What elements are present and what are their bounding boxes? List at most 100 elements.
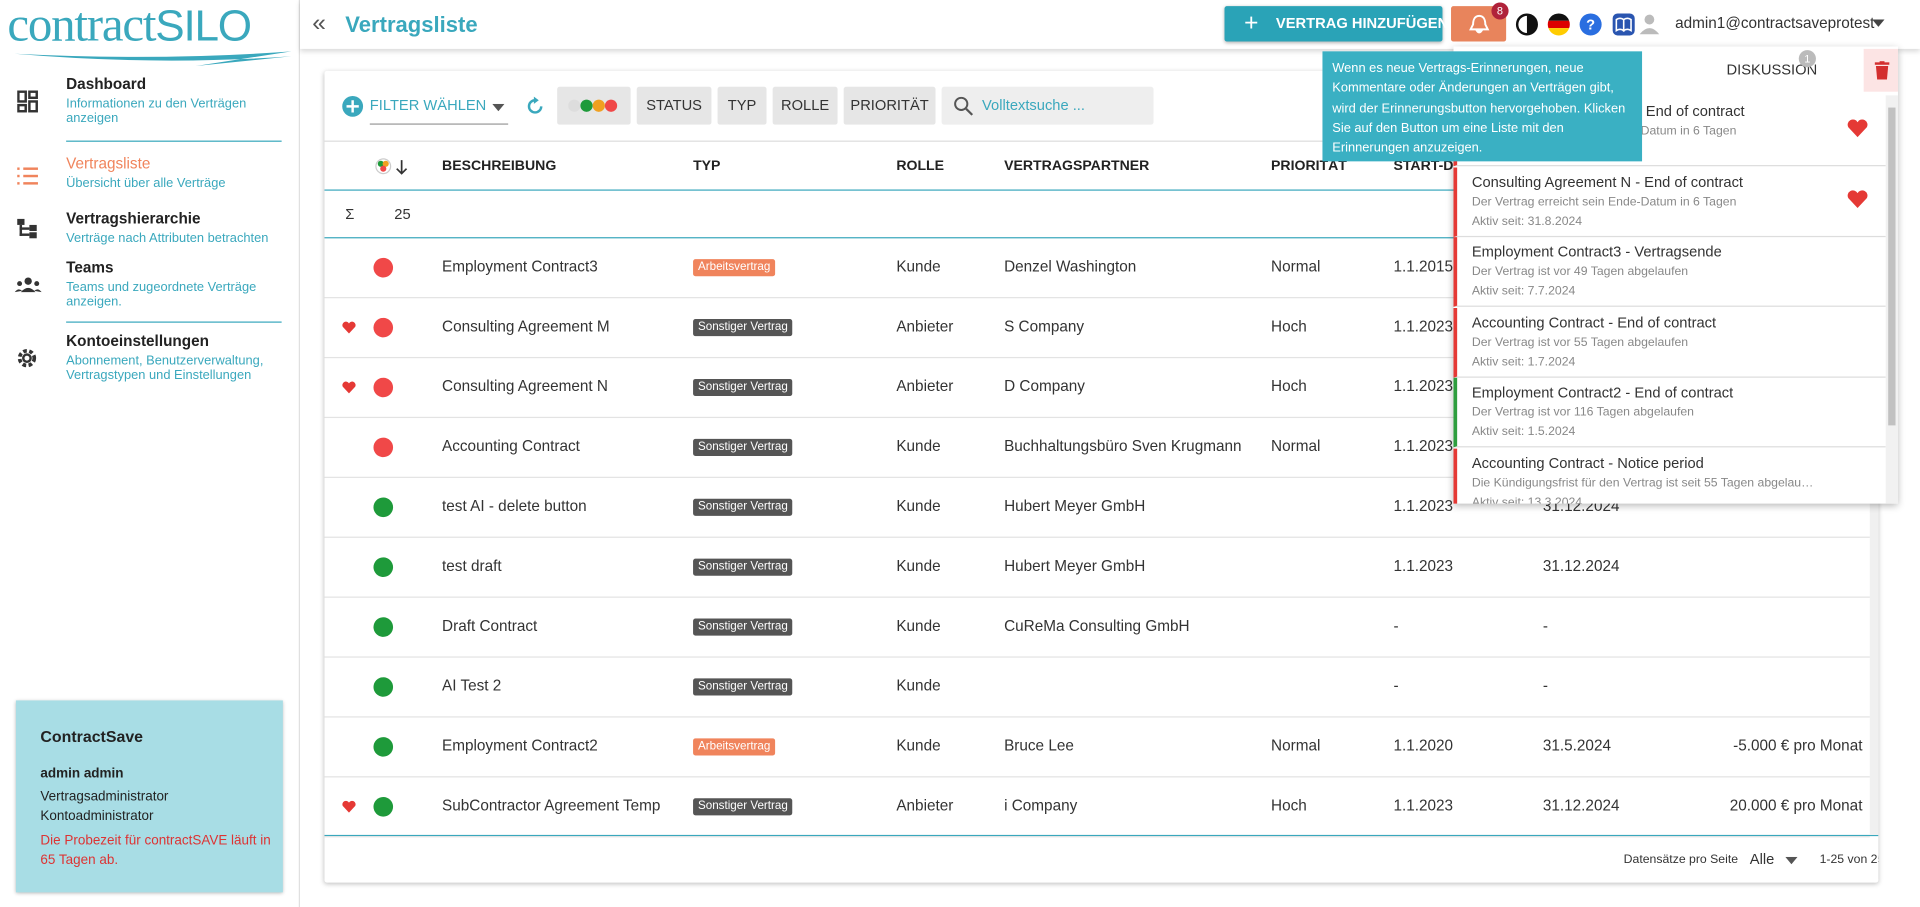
notification-title: Accounting Contract - End of contract bbox=[1471, 313, 1717, 331]
type-chip: Arbeitsvertrag bbox=[693, 259, 776, 277]
collapse-button[interactable]: « bbox=[312, 9, 326, 37]
user-menu-arrow[interactable] bbox=[1872, 19, 1885, 27]
add-contract-button[interactable]: + VERTRAG HINZUFÜGEN bbox=[1224, 6, 1448, 42]
column-header[interactable]: TYP bbox=[693, 158, 721, 174]
row-divider bbox=[324, 536, 1870, 538]
cell-end: 31.5.2024 bbox=[1542, 737, 1611, 755]
nav-subtitle: Teams und zugeordnete Verträge anzeigen. bbox=[66, 279, 257, 310]
header-icons: ? bbox=[1515, 13, 1660, 36]
favorite-icon[interactable] bbox=[342, 320, 357, 335]
scroll-thumb[interactable] bbox=[1888, 107, 1896, 426]
status-indicator bbox=[373, 437, 394, 458]
cell-start: - bbox=[1393, 617, 1399, 635]
cell-start: 1.1.2020 bbox=[1393, 737, 1454, 755]
nav-item[interactable]: Vertragsliste Übersicht über alle Verträg… bbox=[66, 155, 286, 190]
settings-icon bbox=[17, 348, 37, 368]
favorite-icon[interactable] bbox=[342, 799, 357, 814]
nav-item[interactable]: Teams Teams und zugeordnete Verträge anze… bbox=[66, 259, 286, 309]
notification-title: Consulting Agreement N - End of contract bbox=[1471, 172, 1744, 191]
logo-accent: SILO bbox=[155, 0, 252, 51]
notification-item[interactable]: Employment Contract2 - End of contract De… bbox=[1453, 377, 1886, 448]
filter-dropdown-arrow[interactable] bbox=[492, 103, 505, 112]
column-header[interactable]: BESCHREIBUNG bbox=[442, 158, 557, 174]
cell-role: Anbieter bbox=[896, 797, 954, 815]
cell-start: 1.1.2023 bbox=[1393, 437, 1454, 455]
notification-since: Aktiv seit: 7.7.2024 bbox=[1471, 284, 1576, 299]
dashboard-icon bbox=[17, 90, 38, 113]
cell-description: test AI - delete button bbox=[442, 497, 587, 515]
row-divider bbox=[324, 476, 1870, 478]
divider bbox=[324, 140, 1879, 142]
cell-end: - bbox=[1542, 617, 1548, 635]
cell-end: 31.12.2024 bbox=[1542, 557, 1620, 575]
status-filter[interactable] bbox=[557, 86, 631, 125]
cell-priority: Hoch bbox=[1271, 317, 1307, 335]
notification-item[interactable]: Consulting Agreement N - End of contract… bbox=[1453, 166, 1886, 237]
favorite-icon[interactable] bbox=[1847, 117, 1869, 139]
notification-item[interactable]: Employment Contract3 - Vertragsende Der V… bbox=[1453, 237, 1886, 307]
notification-title: Employment Contract3 - Vertragsende bbox=[1471, 243, 1722, 261]
type-chip: Sonstiger Vertrag bbox=[693, 798, 793, 816]
notification-since: Aktiv seit: 1.7.2024 bbox=[1471, 355, 1576, 369]
add-contract-label: VERTRAG HINZUFÜGEN bbox=[1275, 14, 1449, 32]
nav-item[interactable]: Dashboard Informationen zu den Verträgen … bbox=[66, 76, 286, 126]
cell-priority: Normal bbox=[1271, 257, 1321, 276]
filter-select[interactable]: FILTER WÄHLEN bbox=[369, 96, 487, 114]
delete-button[interactable] bbox=[1863, 48, 1898, 92]
teams-icon bbox=[14, 277, 42, 293]
table-bottom bbox=[324, 834, 1879, 837]
logo-main: contract bbox=[7, 0, 156, 52]
filter-chip[interactable]: PRIORITÄT bbox=[843, 86, 936, 125]
notification-text: Der Vertrag erreicht sein Ende-Datum in … bbox=[1471, 194, 1737, 209]
column-header[interactable]: VERTRAGSPARTNER bbox=[1004, 158, 1150, 174]
filter-chip[interactable]: TYP bbox=[717, 86, 767, 125]
cell-partner: Hubert Meyer GmbH bbox=[1004, 557, 1146, 575]
status-sort[interactable] bbox=[375, 158, 412, 178]
status-dots bbox=[568, 99, 618, 112]
discussion-badge: 1 bbox=[1798, 50, 1816, 68]
nav-item[interactable]: Vertragshierarchie Verträge nach Attribut… bbox=[66, 210, 286, 245]
logo[interactable]: contractSILO bbox=[7, 0, 252, 53]
account-info: ContractSave admin admin Vertragsadministr… bbox=[15, 700, 283, 893]
sum-symbol: Σ bbox=[345, 205, 355, 223]
user-menu[interactable]: admin1@contractsaveprotest bbox=[1675, 14, 1875, 32]
type-chip: Sonstiger Vertrag bbox=[693, 618, 793, 636]
cell-description: Employment Contract3 bbox=[442, 257, 598, 276]
cell-start: 1.1.2015 bbox=[1393, 257, 1454, 276]
status-indicator bbox=[373, 737, 394, 757]
status-indicator bbox=[373, 677, 394, 697]
per-page-arrow[interactable] bbox=[1785, 856, 1798, 865]
notification-item[interactable]: Accounting Contract - End of contract Der… bbox=[1453, 307, 1886, 378]
row-divider bbox=[324, 297, 1870, 299]
favorite-icon[interactable] bbox=[1847, 188, 1869, 210]
nav-subtitle: Verträge nach Attributen betrachten bbox=[66, 231, 269, 246]
nav-item[interactable]: Kontoeinstellungen Abonnement, Benutzerve… bbox=[66, 332, 286, 382]
svg-text:?: ? bbox=[1586, 17, 1595, 33]
favorite-icon[interactable] bbox=[342, 380, 357, 395]
discussion-tab[interactable]: DISKUSSION bbox=[1726, 61, 1818, 79]
nav-title: Vertragsliste bbox=[66, 155, 151, 173]
nav-title: Dashboard bbox=[66, 75, 147, 93]
filter-chip[interactable]: ROLLE bbox=[772, 86, 838, 125]
status-indicator bbox=[373, 497, 394, 518]
cell-start: 1.1.2023 bbox=[1393, 797, 1454, 815]
search-field[interactable]: Volltextsuche ... bbox=[941, 86, 1154, 125]
type-chip: Sonstiger Vertrag bbox=[693, 678, 793, 696]
column-header[interactable]: PRIORITÄT bbox=[1271, 158, 1347, 174]
cell-partner: CuReMa Consulting GmbH bbox=[1004, 617, 1190, 635]
nav-divider bbox=[66, 140, 282, 142]
notification-since: Aktiv seit: 31.8.2024 bbox=[1471, 214, 1583, 228]
per-page-select[interactable]: Alle bbox=[1749, 850, 1775, 868]
panel-scrollbar[interactable] bbox=[1885, 95, 1898, 504]
filter-chip[interactable]: STATUS bbox=[636, 86, 712, 125]
cell-partner: Hubert Meyer GmbH bbox=[1004, 497, 1146, 515]
search-placeholder: Volltextsuche ... bbox=[982, 96, 1085, 114]
notification-item[interactable]: Accounting Contract - Notice period Die K… bbox=[1453, 448, 1885, 504]
cell-start: 1.1.2023 bbox=[1393, 317, 1454, 335]
row-divider bbox=[324, 416, 1870, 419]
add-filter-icon[interactable] bbox=[342, 95, 364, 117]
cell-start: 1.1.2023 bbox=[1393, 377, 1454, 395]
refresh-icon[interactable] bbox=[524, 95, 546, 117]
column-header[interactable]: ROLLE bbox=[896, 158, 945, 174]
